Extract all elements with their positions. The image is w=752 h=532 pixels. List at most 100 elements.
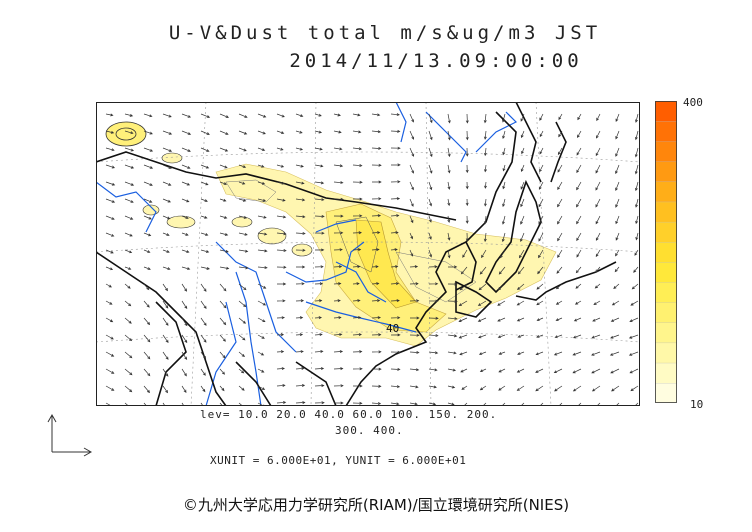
- wind-arrow: [143, 385, 150, 394]
- wind-arrow: [615, 181, 620, 192]
- wind-arrow: [238, 130, 248, 135]
- wind-arrow: [200, 368, 206, 376]
- wind-arrow: [219, 164, 228, 169]
- wind-arrow: [611, 385, 620, 392]
- colorbar-max-label: 400: [683, 96, 703, 109]
- wind-arrow: [520, 232, 525, 243]
- dust-plume: [105, 121, 557, 347]
- wind-arrow: [591, 334, 601, 339]
- wind-arrow: [314, 265, 324, 269]
- wind-arrow: [409, 215, 414, 224]
- wind-arrow: [634, 147, 639, 158]
- wind-arrow: [459, 283, 468, 291]
- wind-arrow: [333, 350, 344, 354]
- wind-arrow: [615, 113, 620, 123]
- wind-arrow: [314, 231, 325, 235]
- wind-arrow: [314, 113, 322, 117]
- wind-arrow: [257, 130, 266, 135]
- wind-arrow: [499, 249, 506, 259]
- wind-arrow: [333, 367, 344, 371]
- copyright: ©九州大学応用力学研究所(RIAM)/国立環境研究所(NIES): [182, 496, 570, 514]
- wind-arrow: [219, 351, 226, 359]
- wind-arrow: [595, 198, 601, 208]
- wind-arrow: [447, 215, 451, 223]
- wind-arrow: [483, 113, 487, 124]
- contour-levels-line1: lev= 10.0 20.0 40.0 60.0 100. 150. 200.: [200, 408, 498, 421]
- wind-arrow: [333, 384, 344, 388]
- wind-arrow: [577, 130, 582, 138]
- wind-arrow: [635, 198, 639, 208]
- wind-arrow: [353, 197, 363, 201]
- wind-arrow: [557, 198, 563, 208]
- wind-arrow: [447, 351, 457, 355]
- wind-arrow: [143, 232, 152, 237]
- wind-arrow: [447, 299, 458, 303]
- wind-arrow: [460, 266, 468, 275]
- colorbar-segment: [655, 241, 677, 263]
- wind-arrow: [553, 368, 563, 374]
- wind-arrow: [497, 334, 506, 339]
- wind-arrow: [447, 317, 458, 321]
- wind-arrow: [537, 266, 544, 275]
- wind-arrow: [238, 215, 248, 219]
- wind-arrow: [371, 231, 381, 235]
- wind-arrow: [371, 384, 382, 388]
- wind-arrow: [555, 317, 563, 322]
- wind-arrow: [371, 130, 382, 134]
- wind-arrow: [352, 316, 362, 320]
- wind-arrow: [614, 266, 620, 273]
- wind-arrow: [124, 232, 133, 237]
- wind-arrow: [295, 316, 304, 320]
- colorbar-segment: [655, 201, 677, 223]
- wind-arrow: [502, 164, 506, 172]
- wind-arrow: [181, 198, 190, 203]
- wind-arrow: [143, 351, 151, 360]
- wind-arrow: [520, 402, 525, 406]
- wind-arrow: [634, 164, 639, 175]
- wind-arrow: [477, 317, 487, 322]
- wind-arrow: [478, 351, 487, 356]
- wind-arrow: [352, 231, 362, 235]
- wind-arrow: [238, 351, 246, 358]
- wind-arrow: [181, 385, 187, 393]
- wind-arrow: [517, 266, 525, 275]
- wind-arrow: [390, 231, 399, 235]
- wind-arrow: [238, 198, 247, 202]
- wind-arrow: [390, 146, 401, 150]
- wind-arrow: [557, 164, 563, 173]
- wind-arrow: [162, 300, 169, 309]
- wind-arrow: [371, 248, 380, 252]
- wind-arrow: [596, 113, 601, 122]
- colorbar-segment: [655, 302, 677, 323]
- wind-arrow: [633, 266, 639, 273]
- wind-arrow: [200, 334, 207, 343]
- wind-arrow: [575, 283, 582, 289]
- wind-arrow: [409, 402, 418, 406]
- wind-arrow: [372, 180, 382, 184]
- wind-arrow: [538, 249, 544, 259]
- wind-arrow: [352, 113, 361, 117]
- wind-arrow: [181, 215, 189, 219]
- wind-arrow: [162, 351, 169, 360]
- wind-arrow: [295, 231, 306, 235]
- wind-arrow: [276, 316, 285, 320]
- wind-arrow: [257, 283, 267, 289]
- wind-arrow: [276, 299, 286, 303]
- wind-arrow: [257, 147, 266, 151]
- wind-arrow: [276, 113, 285, 118]
- wind-arrow: [390, 367, 401, 371]
- wind-arrow: [409, 147, 415, 157]
- wind-arrow: [428, 334, 439, 338]
- wind-arrow: [409, 181, 414, 191]
- wind-arrow: [333, 130, 342, 134]
- wind-arrow: [447, 368, 457, 372]
- wind-arrow: [276, 383, 286, 387]
- wind-arrow: [576, 232, 582, 242]
- wind-arrow: [105, 147, 115, 152]
- wind-arrow: [557, 147, 563, 156]
- wind-arrow: [409, 113, 414, 123]
- wind-arrow: [502, 181, 506, 190]
- wind-arrow: [615, 232, 620, 241]
- wind-arrow: [520, 113, 525, 122]
- wind-arrow: [105, 113, 114, 117]
